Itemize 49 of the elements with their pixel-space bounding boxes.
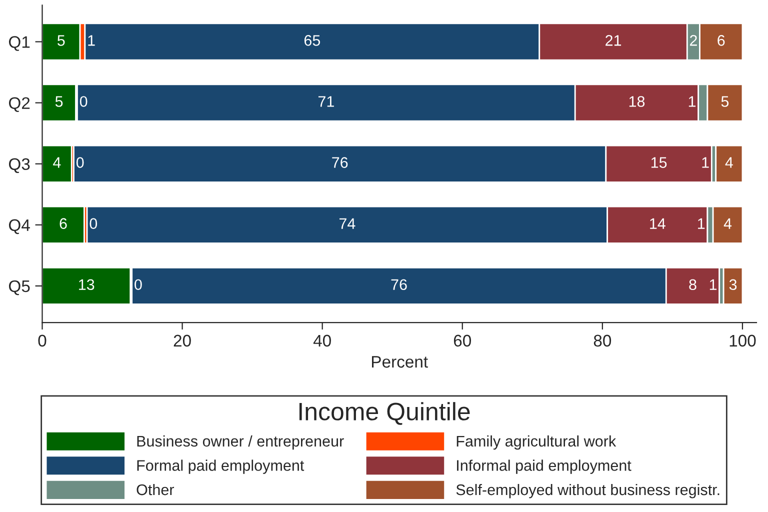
data-label: 1 <box>702 157 709 168</box>
data-label: 1 <box>688 96 696 107</box>
data-label: 0 <box>134 279 142 290</box>
data-label: 1 <box>88 35 95 46</box>
y-tick-label: Q3 <box>8 158 30 174</box>
data-label: 8 <box>689 279 696 290</box>
legend-label: Formal paid employment <box>137 460 304 474</box>
data-label: 76 <box>332 157 348 168</box>
y-tick-label: Q4 <box>8 219 30 234</box>
data-label: 21 <box>606 35 622 46</box>
data-label: 5 <box>721 96 729 107</box>
legend-label: Business owner / entrepreneur <box>137 435 344 450</box>
data-label: 1 <box>698 218 705 229</box>
legend-label: Self-employed without business registr. <box>456 484 720 498</box>
data-label: 15 <box>651 157 667 168</box>
data-label: 5 <box>55 96 63 107</box>
y-tick-label: Q2 <box>8 97 30 112</box>
x-tick-label: 20 <box>174 334 191 347</box>
data-label: 3 <box>729 279 737 290</box>
legend-label: Family agricultural work <box>456 435 616 450</box>
data-label: 1 <box>710 279 717 290</box>
data-label: 6 <box>718 35 725 46</box>
data-label: 13 <box>79 279 94 290</box>
data-label: 18 <box>629 96 645 107</box>
data-label: 76 <box>391 279 407 290</box>
data-label: 4 <box>53 157 61 168</box>
data-label: 0 <box>80 96 88 107</box>
x-axis-title: Percent <box>372 356 428 368</box>
data-label: 2 <box>690 35 697 46</box>
y-tick-label: Q1 <box>8 36 30 51</box>
legend-label: Other <box>136 484 174 496</box>
x-tick-label: 60 <box>454 334 471 347</box>
data-label: 4 <box>725 157 733 168</box>
x-tick-label: 40 <box>313 334 331 347</box>
data-label: 6 <box>60 218 67 229</box>
data-label: 5 <box>58 35 65 46</box>
x-tick-label: 100 <box>730 334 756 347</box>
data-label: 4 <box>724 218 732 229</box>
legend-label: Informal paid employment <box>457 460 632 474</box>
data-label: 0 <box>90 218 98 229</box>
y-tick-label: Q5 <box>8 280 30 296</box>
data-label: 14 <box>650 218 666 229</box>
data-label: 74 <box>339 218 356 229</box>
x-tick-label: 80 <box>594 334 612 347</box>
x-tick-label: 0 <box>38 334 46 347</box>
data-label: 71 <box>318 96 334 107</box>
data-label: 0 <box>76 157 84 168</box>
data-label: 65 <box>304 35 320 46</box>
legend-title: Income Quintile <box>299 402 470 425</box>
